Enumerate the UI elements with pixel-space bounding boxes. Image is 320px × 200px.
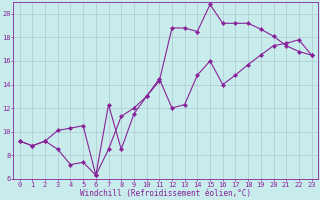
X-axis label: Windchill (Refroidissement éolien,°C): Windchill (Refroidissement éolien,°C) — [80, 189, 251, 198]
